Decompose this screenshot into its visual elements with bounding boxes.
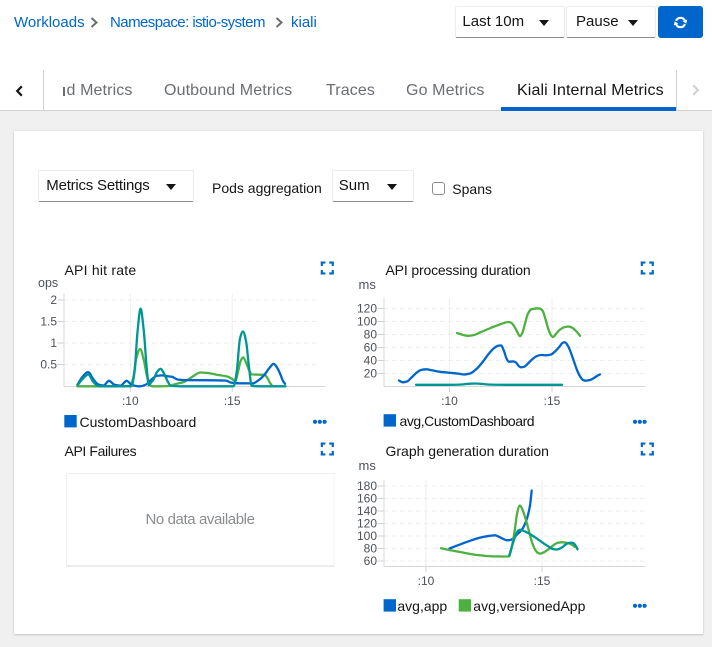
svg-text:1.5: 1.5	[40, 315, 57, 329]
svg-text:1: 1	[50, 336, 57, 350]
svg-text:100: 100	[357, 315, 377, 329]
svg-text:0.5: 0.5	[40, 358, 57, 372]
svg-text::10: :10	[122, 394, 139, 408]
svg-text::15: :15	[544, 394, 561, 408]
svg-text::10: :10	[441, 394, 458, 408]
svg-text:40: 40	[364, 354, 378, 368]
svg-text::15: :15	[534, 574, 551, 588]
svg-text:20: 20	[364, 367, 378, 381]
svg-text::10: :10	[418, 574, 435, 588]
svg-text:100: 100	[357, 529, 377, 543]
svg-text::15: :15	[224, 394, 241, 408]
svg-text:160: 160	[357, 492, 377, 506]
svg-text:60: 60	[364, 341, 378, 355]
svg-text:60: 60	[364, 554, 378, 568]
svg-text:2: 2	[50, 293, 57, 307]
svg-text:80: 80	[364, 328, 378, 342]
svg-text:180: 180	[357, 479, 377, 493]
svg-text:120: 120	[357, 517, 377, 531]
svg-text:120: 120	[357, 302, 377, 316]
svg-text:140: 140	[357, 504, 377, 518]
svg-text:80: 80	[364, 542, 378, 556]
